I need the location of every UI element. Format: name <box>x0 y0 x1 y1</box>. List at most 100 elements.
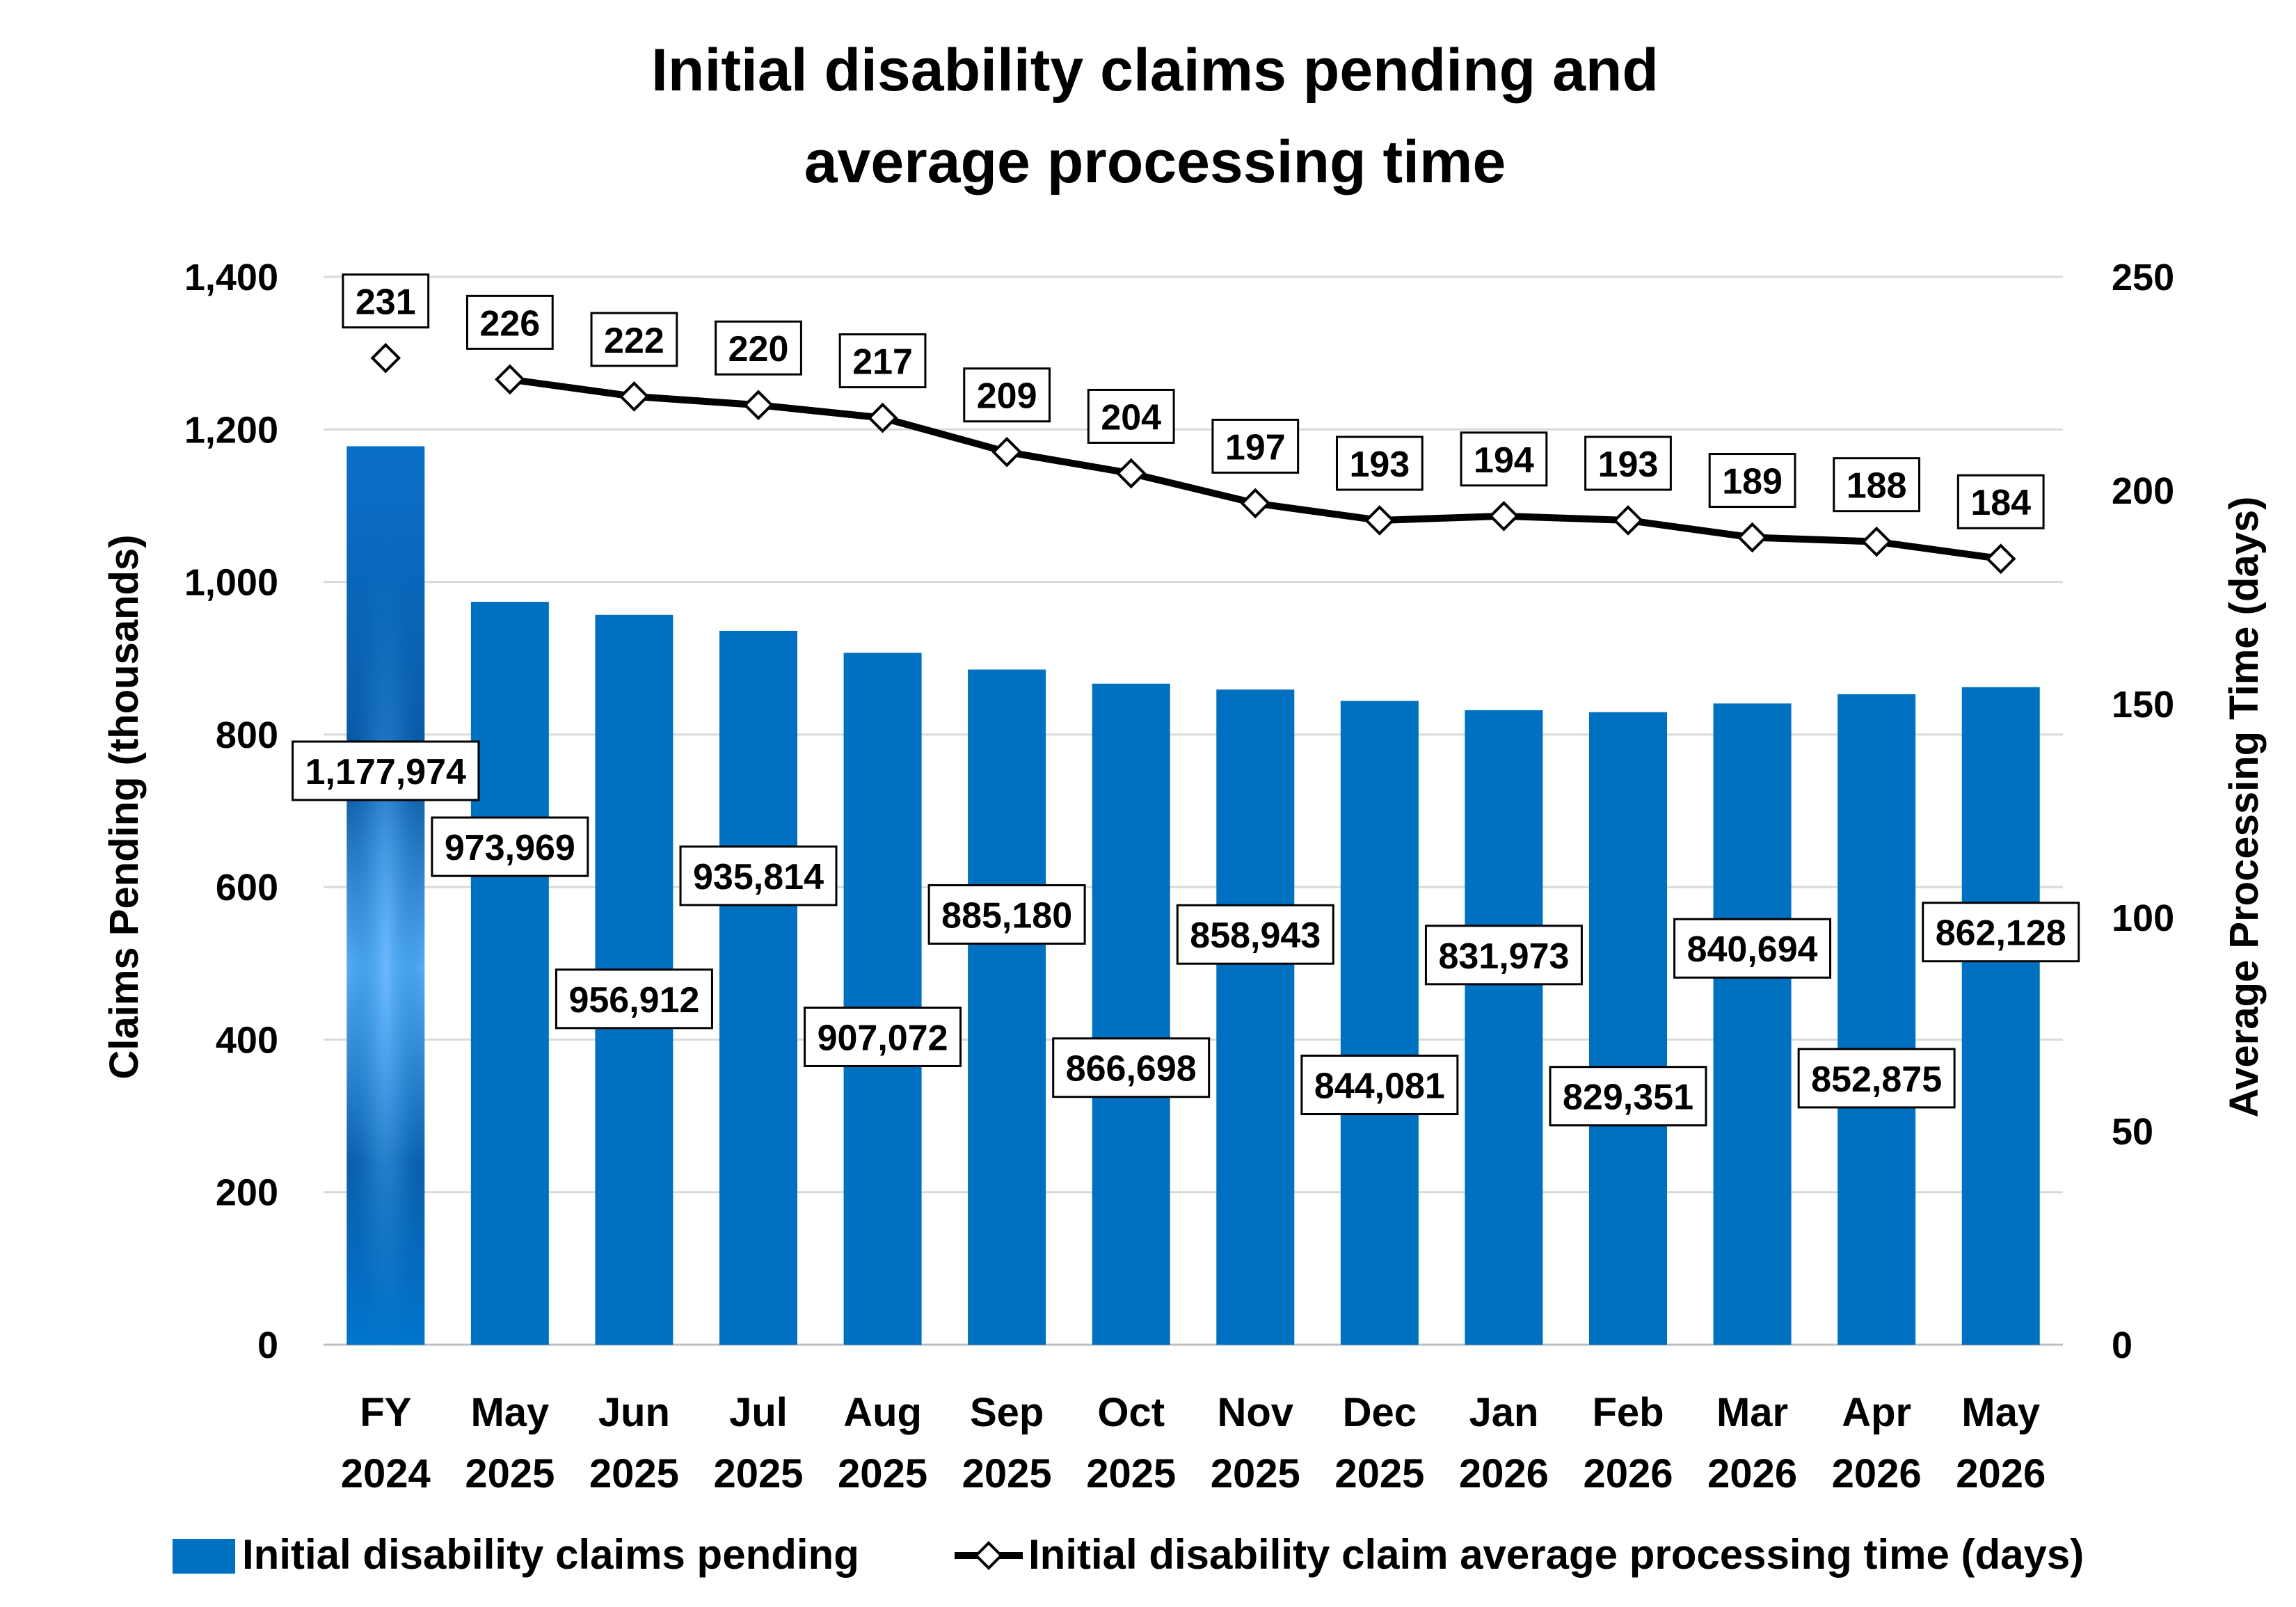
line-data-label: 231 <box>356 282 416 323</box>
line-point-marker <box>370 342 401 374</box>
line-data-label: 217 <box>852 342 913 383</box>
bar-data-label: 852,875 <box>1811 1060 1942 1100</box>
bar-data-label: 956,912 <box>568 980 699 1021</box>
bar <box>470 602 549 1345</box>
line-point-marker <box>991 436 1022 467</box>
y-tick-label: 200 <box>216 1172 278 1214</box>
line-point-marker <box>1115 458 1147 489</box>
x-category-label: Dec 2025 <box>1334 1390 1424 1496</box>
line-series <box>370 342 2016 575</box>
x-axis-categories: FY 2024 May 2025 Jun 2025 Jul 2025 Aug 2025 Sep 202… <box>341 1390 2046 1496</box>
x-category-label: Sep 2025 <box>962 1390 1052 1496</box>
bar-data-label: 907,072 <box>818 1018 948 1058</box>
bar-data-label: 829,351 <box>1563 1078 1693 1118</box>
bar-data-label-box <box>1424 925 1583 986</box>
line-data-label: 194 <box>1474 440 1534 481</box>
y-tick-label: 600 <box>216 867 278 909</box>
line-data-label: 226 <box>479 303 540 344</box>
line-point-marker <box>1240 488 1271 519</box>
line-data-label: 222 <box>604 321 664 361</box>
y-axis-label: Claims Pending (thousands) <box>102 534 147 1079</box>
bar-data-label-box <box>679 845 838 906</box>
y-tick-label: 1,000 <box>184 562 278 604</box>
y-tick-label: 1,400 <box>184 257 278 298</box>
line-data-label-box <box>1211 418 1300 474</box>
bar <box>1340 701 1419 1345</box>
bar-data-label-box <box>804 1006 962 1067</box>
line-data-label: 189 <box>1722 462 1783 502</box>
x-category-label: Jan 2026 <box>1459 1390 1549 1496</box>
line-point-marker <box>743 390 774 421</box>
bar-data-label: 862,128 <box>1936 913 2066 954</box>
y2-tick-label: 50 <box>2112 1111 2153 1153</box>
y2-tick-label: 0 <box>2112 1325 2132 1366</box>
x-category-label: May 2025 <box>465 1390 555 1496</box>
bar-data-label-box <box>1922 902 2080 963</box>
bar <box>719 630 797 1345</box>
x-category-label: Apr 2026 <box>1832 1390 1922 1496</box>
bar-data-label-box <box>292 740 480 801</box>
bar-data-label-box <box>1176 904 1334 965</box>
bar <box>968 669 1046 1345</box>
line-data-label-box <box>1087 388 1175 444</box>
bar <box>1713 703 1792 1345</box>
y2-tick-label: 150 <box>2112 684 2174 726</box>
y-tick-label: 0 <box>257 1325 278 1366</box>
line-data-label-box <box>590 312 678 367</box>
line-data-label-box <box>1833 457 1921 513</box>
x-category-label: Feb 2026 <box>1583 1390 1673 1496</box>
y2-tick-label: 100 <box>2112 897 2174 939</box>
bar <box>1092 683 1170 1345</box>
bar <box>1216 689 1295 1345</box>
line-point-marker <box>1861 526 1892 557</box>
line-data-label-box <box>1708 453 1796 509</box>
bar <box>1837 694 1916 1345</box>
line-point-marker <box>1985 543 2016 575</box>
line-data-label-box <box>963 367 1051 423</box>
bar-series <box>346 446 2040 1345</box>
y-tick-label: 800 <box>216 714 278 756</box>
line-data-label-box <box>715 320 802 376</box>
chart-title-line-1: Initial disability claims pending and <box>651 37 1659 104</box>
right-axis-ticks: 0 50 100 150 200 250 <box>2112 257 2174 1366</box>
line-data-label-box <box>1460 431 1548 487</box>
line-data-label-box <box>1584 435 1672 491</box>
line-data-label-box <box>465 294 554 350</box>
bar-data-label: 935,814 <box>693 857 824 897</box>
line-point-marker <box>1488 501 1520 531</box>
bar-highlight <box>346 446 425 1345</box>
legend-bar-swatch <box>173 1539 235 1574</box>
chart-title-line-2: average processing time <box>804 129 1506 195</box>
bar-data-label-box <box>555 968 713 1030</box>
line-data-label-box <box>838 333 927 389</box>
line-data-label-box <box>342 273 430 329</box>
line-data-label: 209 <box>977 376 1037 417</box>
bar-data-label-box <box>431 816 589 877</box>
bar-data-label: 831,973 <box>1438 936 1569 977</box>
line-data-label: 220 <box>728 329 789 369</box>
y2-axis-label: Average Processing Time (days) <box>2222 497 2267 1118</box>
x-category-label: Mar 2026 <box>1707 1390 1797 1496</box>
line-point-marker <box>1364 505 1395 536</box>
bar-data-label: 1,177,974 <box>305 752 466 792</box>
bar-data-label: 973,969 <box>445 828 575 868</box>
legend-line-label: Initial disability claim average process… <box>1028 1531 2084 1578</box>
x-category-label: Oct 2025 <box>1086 1390 1176 1496</box>
left-axis-ticks: 0 200 400 600 800 1,000 1,200 1,400 <box>184 257 278 1366</box>
bar-data-label: 866,698 <box>1066 1049 1197 1089</box>
line-data-label: 204 <box>1101 397 1161 438</box>
line-data-label-box <box>1956 474 2045 529</box>
line-point-marker <box>1613 505 1643 536</box>
line-data-label: 193 <box>1349 445 1410 485</box>
line-data-label-box <box>1335 435 1424 491</box>
bar-data-label: 840,694 <box>1687 929 1818 970</box>
line-point-marker <box>867 402 898 433</box>
bar-data-label-box <box>1673 918 1832 979</box>
bar <box>843 653 922 1345</box>
bar-data-labels: 1,177,974 973,969 956,912 935,814 907,072 885… <box>292 740 2080 1127</box>
line-point-marker <box>619 381 650 412</box>
bar-data-label-box <box>1052 1037 1211 1098</box>
bar-data-label-box <box>1549 1066 1707 1127</box>
line-data-label: 188 <box>1847 466 1907 506</box>
